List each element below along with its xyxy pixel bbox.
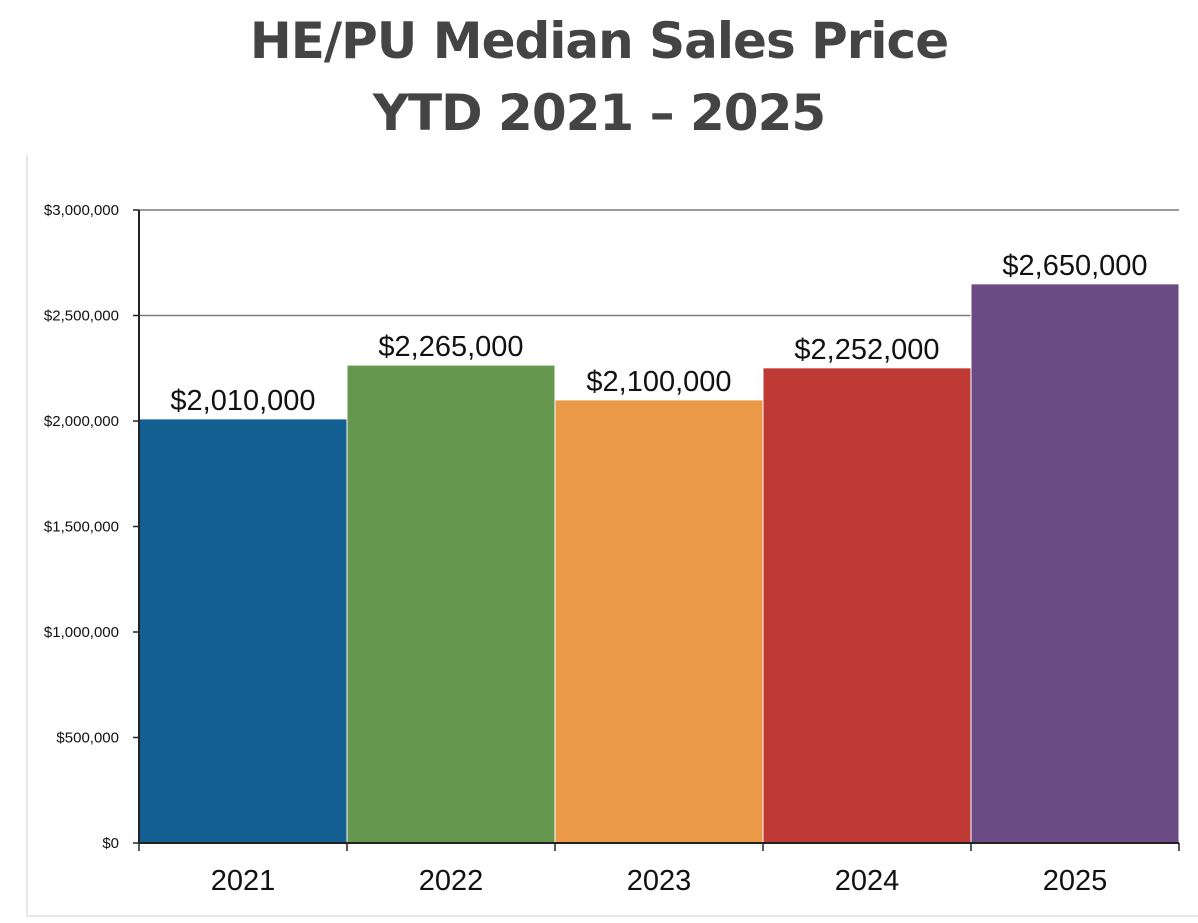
data-label-2022: $2,265,000 <box>378 331 523 363</box>
data-labels: $2,010,000 $2,265,000 $2,100,000 $2,252,000… <box>170 250 1147 417</box>
bar-2024 <box>762 367 972 844</box>
y-tick-label: $3,000,000 <box>44 202 119 219</box>
axes <box>138 210 1180 851</box>
data-label-2023: $2,100,000 <box>586 366 731 398</box>
chart-title-line-2: YTD 2021 – 2025 <box>372 84 826 142</box>
data-label-2024: $2,252,000 <box>794 334 939 366</box>
bar-2023 <box>554 399 764 844</box>
y-tick-label: $2,000,000 <box>44 413 119 430</box>
y-tick-label: $0 <box>102 835 119 852</box>
chart-frame <box>26 155 1198 917</box>
x-tick-label-2023: 2023 <box>627 865 692 897</box>
y-tick-label: $1,000,000 <box>44 624 119 641</box>
y-tick-labels: $0 $500,000 $1,000,000 $1,500,000 $2,000,000… <box>44 202 119 852</box>
bar-2022 <box>346 364 556 844</box>
y-tick-label: $500,000 <box>56 730 119 747</box>
x-tick-label-2025: 2025 <box>1043 865 1108 897</box>
x-tick-label-2022: 2022 <box>419 865 484 897</box>
x-tick-labels: 2021 2022 2023 2024 2025 <box>211 865 1108 897</box>
x-tick-label-2024: 2024 <box>835 865 900 897</box>
bars <box>138 283 1180 844</box>
x-tick-label-2021: 2021 <box>211 865 276 897</box>
y-tick-label: $2,500,000 <box>44 308 119 325</box>
chart-title-line-1: HE/PU Median Sales Price <box>249 12 949 70</box>
bar-2025 <box>970 283 1180 844</box>
bar-2021 <box>138 418 348 844</box>
y-tick-label: $1,500,000 <box>44 519 119 536</box>
data-label-2025: $2,650,000 <box>1002 250 1147 282</box>
data-label-2021: $2,010,000 <box>170 385 315 417</box>
